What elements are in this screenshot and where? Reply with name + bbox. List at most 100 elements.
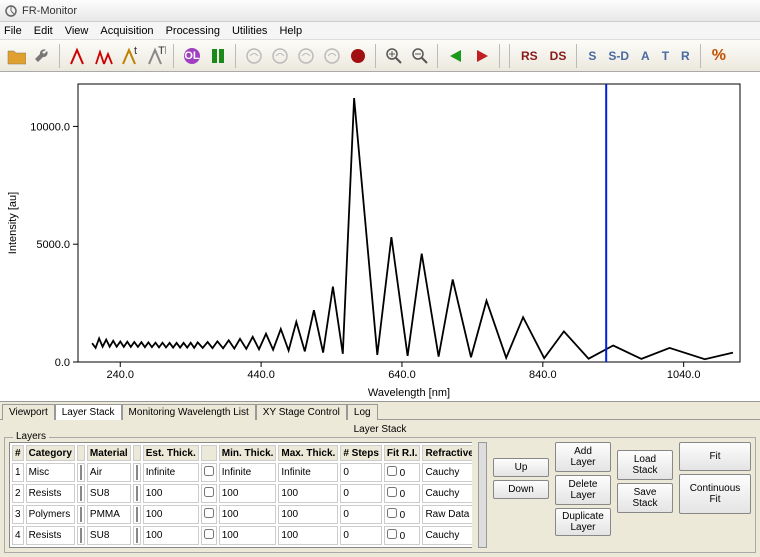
- up-button[interactable]: Up: [493, 458, 549, 477]
- peak-multi-icon[interactable]: [92, 44, 116, 68]
- max-thick[interactable]: Infinite: [278, 463, 338, 482]
- circle2-icon[interactable]: [268, 44, 292, 68]
- category-dd[interactable]: [77, 484, 85, 503]
- est-thick[interactable]: 100: [143, 484, 199, 503]
- category-dd[interactable]: [77, 526, 85, 545]
- min-thick[interactable]: Infinite: [219, 463, 277, 482]
- tab-log[interactable]: Log: [347, 404, 378, 420]
- arrow-left-icon[interactable]: [444, 44, 468, 68]
- fit-ri[interactable]: 0: [384, 505, 421, 524]
- circle4-icon[interactable]: [320, 44, 344, 68]
- est-chk[interactable]: [201, 463, 217, 482]
- max-thick[interactable]: 100: [278, 505, 338, 524]
- est-thick[interactable]: 100: [143, 505, 199, 524]
- toolbar-rs-button[interactable]: RS: [516, 44, 543, 68]
- down-button[interactable]: Down: [493, 480, 549, 499]
- circle1-icon[interactable]: [242, 44, 266, 68]
- col-8[interactable]: Max. Thick.: [278, 445, 338, 461]
- est-lock[interactable]: [204, 529, 214, 539]
- tab-layer-stack[interactable]: Layer Stack: [55, 404, 122, 420]
- tools-icon[interactable]: [30, 44, 54, 68]
- est-chk[interactable]: [201, 505, 217, 524]
- menu-processing[interactable]: Processing: [166, 25, 220, 37]
- fit-ri-check[interactable]: [387, 487, 397, 497]
- menu-acquisition[interactable]: Acquisition: [100, 25, 153, 37]
- load-stack-button[interactable]: Load Stack: [617, 450, 673, 480]
- category-select[interactable]: [80, 507, 82, 522]
- category-select[interactable]: [80, 486, 82, 501]
- fit-ri[interactable]: 0: [384, 526, 421, 545]
- est-lock[interactable]: [204, 508, 214, 518]
- category-select[interactable]: [80, 528, 82, 543]
- material-select[interactable]: [136, 528, 138, 543]
- peak-red-icon[interactable]: [66, 44, 90, 68]
- col-4[interactable]: [133, 445, 141, 461]
- chart-area[interactable]: 240.0440.0640.0840.01040.00.05000.010000…: [0, 72, 760, 402]
- category-dd[interactable]: [77, 463, 85, 482]
- menu-file[interactable]: File: [4, 25, 22, 37]
- material-dd[interactable]: [133, 526, 141, 545]
- col-9[interactable]: # Steps: [340, 445, 382, 461]
- circle3-icon[interactable]: [294, 44, 318, 68]
- steps[interactable]: 0: [340, 505, 382, 524]
- est-chk[interactable]: [201, 526, 217, 545]
- col-2[interactable]: [77, 445, 85, 461]
- zoom-in-icon[interactable]: [382, 44, 406, 68]
- material-dd[interactable]: [133, 484, 141, 503]
- table-scrollbar[interactable]: [478, 442, 487, 548]
- est-thick[interactable]: 100: [143, 526, 199, 545]
- tab-viewport[interactable]: Viewport: [2, 404, 55, 420]
- col-7[interactable]: Min. Thick.: [219, 445, 277, 461]
- table-row[interactable]: 2ResistsSU81001001000 0Cauchy……: [12, 484, 472, 503]
- material-select[interactable]: [136, 465, 138, 480]
- add-layer-button[interactable]: Add Layer: [555, 442, 611, 472]
- tab-xy-stage[interactable]: XY Stage Control: [256, 404, 347, 420]
- menu-view[interactable]: View: [65, 25, 89, 37]
- est-lock[interactable]: [204, 487, 214, 497]
- max-thick[interactable]: 100: [278, 526, 338, 545]
- toolbar-sd-button[interactable]: S-D: [603, 44, 634, 68]
- est-chk[interactable]: [201, 484, 217, 503]
- record-icon[interactable]: [346, 44, 370, 68]
- save-stack-button[interactable]: Save Stack: [617, 483, 673, 513]
- delete-layer-button[interactable]: Delete Layer: [555, 475, 611, 505]
- col-3[interactable]: Material: [87, 445, 131, 461]
- toolbar-r-button[interactable]: R: [676, 44, 695, 68]
- col-5[interactable]: Est. Thick.: [143, 445, 199, 461]
- toolbar-t-button[interactable]: T: [657, 44, 674, 68]
- table-row[interactable]: 3PolymersPMMA1001001000 0Raw Data……: [12, 505, 472, 524]
- steps[interactable]: 0: [340, 526, 382, 545]
- fit-ri[interactable]: 0: [384, 463, 421, 482]
- steps[interactable]: 0: [340, 484, 382, 503]
- menu-edit[interactable]: Edit: [34, 25, 53, 37]
- fit-button[interactable]: Fit: [679, 442, 751, 471]
- category-select[interactable]: [80, 465, 82, 480]
- fit-ri-check[interactable]: [387, 529, 397, 539]
- material-dd[interactable]: [133, 505, 141, 524]
- toolbar--button[interactable]: %: [707, 44, 731, 68]
- col-11[interactable]: Refractive Index: [422, 445, 472, 461]
- max-thick[interactable]: 100: [278, 484, 338, 503]
- tab-monitoring[interactable]: Monitoring Wavelength List: [122, 404, 256, 420]
- zoom-out-icon[interactable]: [408, 44, 432, 68]
- steps[interactable]: 0: [340, 463, 382, 482]
- table-row[interactable]: 4ResistsSU81001001000 0Cauchy……: [12, 526, 472, 545]
- est-lock[interactable]: [204, 466, 214, 476]
- menu-utilities[interactable]: Utilities: [232, 25, 267, 37]
- toolbar-a-button[interactable]: A: [636, 44, 655, 68]
- menu-help[interactable]: Help: [279, 25, 302, 37]
- arrow-right-icon[interactable]: [470, 44, 494, 68]
- fit-ri-check[interactable]: [387, 508, 397, 518]
- material-select[interactable]: [136, 486, 138, 501]
- fit-ri[interactable]: 0: [384, 484, 421, 503]
- min-thick[interactable]: 100: [219, 526, 277, 545]
- fit-ri-check[interactable]: [387, 466, 397, 476]
- peak-th-icon[interactable]: Th: [144, 44, 168, 68]
- material-select[interactable]: [136, 507, 138, 522]
- continuous-fit-button[interactable]: Continuous Fit: [679, 474, 751, 514]
- material-dd[interactable]: [133, 463, 141, 482]
- est-thick[interactable]: Infinite: [143, 463, 199, 482]
- min-thick[interactable]: 100: [219, 505, 277, 524]
- category-dd[interactable]: [77, 505, 85, 524]
- open-icon[interactable]: [4, 44, 28, 68]
